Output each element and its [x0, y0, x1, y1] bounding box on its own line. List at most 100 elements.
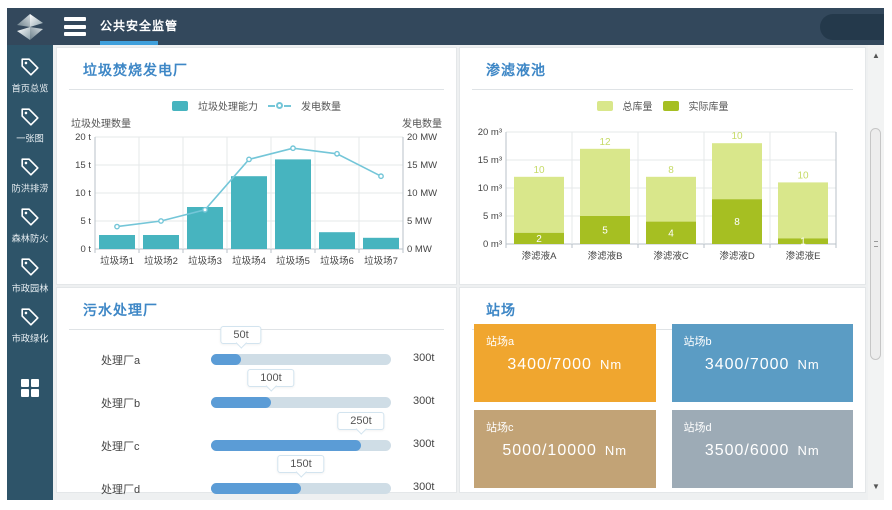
sidebar-item-municipal-greening[interactable]: 市政绿化 [7, 295, 53, 345]
station-card-a[interactable]: 站场a 3400/7000 Nm [474, 324, 656, 402]
legend-label: 总库量 [622, 102, 653, 113]
svg-text:10: 10 [533, 165, 545, 176]
station-unit: Nm [604, 443, 628, 458]
tag-icon [19, 256, 41, 278]
sewage-row: 处理厂c 250t 300t [57, 412, 456, 458]
legend-swatch-bar [172, 100, 188, 111]
topbar: 公共安全监管 [7, 8, 884, 45]
panel-title: 站场 [486, 302, 516, 318]
tag-icon [19, 156, 41, 178]
station-card-d[interactable]: 站场d 3500/6000 Nm [671, 410, 853, 488]
progress-track[interactable] [211, 483, 391, 494]
svg-text:15 m³: 15 m³ [477, 155, 501, 166]
sidebar-item-municipal-garden[interactable]: 市政园林 [7, 245, 53, 295]
max-value: 300t [413, 395, 435, 407]
vertical-scrollbar[interactable]: ▲ ▼ [868, 45, 884, 500]
svg-text:渗滤液C: 渗滤液C [653, 250, 689, 262]
svg-text:垃圾场2: 垃圾场2 [144, 255, 178, 267]
left-axis-title: 垃圾处理数量 [71, 119, 131, 130]
progress-fill [211, 397, 271, 408]
sidebar-item-forest-fire[interactable]: 森林防火 [7, 195, 53, 245]
legend-label: 垃圾处理能力 [198, 102, 258, 113]
apps-grid-icon[interactable] [7, 377, 53, 399]
sewage-row: 处理厂a 50t 300t [57, 326, 456, 372]
hamburger-bar [64, 17, 86, 21]
sidebar: 首页总览 一张图 防洪排涝 森林防火 市政园林 市政绿化 [7, 45, 53, 500]
panel-sewage: 污水处理厂 处理厂a 50t 300t 处理厂b 100t 300t 处理厂c [56, 287, 457, 496]
svg-text:5: 5 [602, 226, 608, 237]
panel-waste-plant: 垃圾焚烧发电厂 垃圾处理能力 发电数量 垃圾处理数量 发电数量 0 t 5 t 10… [56, 47, 457, 285]
progress-track[interactable] [211, 397, 391, 408]
sidebar-item-label: 防洪排涝 [11, 184, 49, 195]
svg-text:渗滤液B: 渗滤液B [587, 250, 622, 262]
progress-fill [211, 483, 301, 494]
topbar-search[interactable] [820, 14, 884, 40]
scroll-up-arrow-icon[interactable]: ▲ [872, 51, 880, 60]
panel-leachate: 渗滤液池 总库量 实际库量 0 m³ 5 m³ 10 m³ 15 m³ 20 m³ 10 2… [459, 47, 866, 285]
station-name: 站场b [683, 336, 712, 348]
svg-text:10: 10 [797, 170, 809, 181]
value-tooltip: 150t [277, 455, 325, 473]
svg-text:渗滤液E: 渗滤液E [785, 250, 820, 262]
scrollbar-thumb[interactable] [870, 128, 881, 360]
chart1-legend: 垃圾处理能力 发电数量 [57, 98, 456, 113]
progress-track[interactable] [211, 354, 391, 365]
svg-text:2: 2 [536, 234, 542, 245]
station-cards: 站场a 3400/7000 Nm 站场b 3400/7000 Nm 站场c 5000… [474, 324, 853, 488]
panel-title: 垃圾焚烧发电厂 [83, 62, 188, 78]
max-value: 300t [413, 352, 435, 364]
sidebar-item-flood-control[interactable]: 防洪排涝 [7, 145, 53, 195]
progress-track[interactable] [211, 440, 391, 451]
sidebar-item-one-map[interactable]: 一张图 [7, 95, 53, 145]
plant-label: 处理厂d [101, 484, 141, 496]
max-value: 300t [413, 481, 435, 493]
svg-text:20 MW: 20 MW [407, 132, 437, 143]
divider [472, 89, 853, 90]
station-name: 站场c [486, 422, 514, 434]
legend-line-marker-icon [268, 102, 291, 109]
plant-label: 处理厂b [101, 398, 141, 410]
leachate-chart[interactable]: 0 m³ 5 m³ 10 m³ 15 m³ 20 m³ 10 2 渗滤液A 12 5 渗滤液B 8 4 渗… [470, 127, 856, 267]
svg-text:10 t: 10 t [75, 188, 91, 199]
chart2-legend: 总库量 实际库量 [460, 98, 865, 113]
progress-fill [211, 354, 241, 365]
station-name: 站场a [486, 336, 515, 348]
divider [472, 329, 853, 330]
sidebar-item-label: 市政园林 [11, 284, 49, 295]
menu-toggle-button[interactable] [64, 17, 86, 36]
svg-text:15 MW: 15 MW [407, 160, 437, 171]
svg-text:渗滤液A: 渗滤液A [521, 250, 557, 262]
svg-text:4: 4 [668, 228, 674, 239]
hamburger-bar [64, 24, 86, 29]
station-card-b[interactable]: 站场b 3400/7000 Nm [671, 324, 853, 402]
station-unit: Nm [797, 357, 820, 372]
page-title: 公共安全监管 [100, 19, 179, 33]
tag-icon [19, 206, 41, 228]
station-card-c[interactable]: 站场c 5000/10000 Nm [474, 410, 656, 488]
app-logo-icon[interactable] [7, 8, 53, 45]
svg-text:5 t: 5 t [80, 216, 91, 227]
max-value: 300t [413, 438, 435, 450]
panel-title: 渗滤液池 [486, 62, 546, 78]
hamburger-bar [64, 32, 86, 36]
waste-plant-chart[interactable]: 0 t 5 t 10 t 15 t 20 t 0 MW 5 MW 10 MW 15 MW 20 M… [67, 132, 447, 272]
legend-swatch-total [596, 100, 613, 111]
plant-label: 处理厂a [101, 355, 141, 367]
sidebar-item-label: 森林防火 [11, 234, 49, 245]
tag-icon [19, 56, 41, 78]
sidebar-item-label: 首页总览 [11, 84, 49, 95]
svg-text:20 m³: 20 m³ [477, 127, 501, 138]
svg-text:10 MW: 10 MW [407, 188, 437, 199]
station-value: 3400/7000 [507, 356, 592, 373]
legend-label: 发电数量 [301, 102, 341, 113]
sidebar-item-home-overview[interactable]: 首页总览 [7, 45, 53, 95]
svg-text:12: 12 [599, 137, 611, 148]
station-value: 5000/10000 [502, 442, 597, 459]
scroll-down-arrow-icon[interactable]: ▼ [872, 482, 880, 491]
svg-text:8: 8 [734, 217, 740, 228]
panel-title: 污水处理厂 [83, 302, 158, 318]
svg-text:10 m³: 10 m³ [477, 183, 501, 194]
svg-text:垃圾场7: 垃圾场7 [364, 255, 398, 267]
